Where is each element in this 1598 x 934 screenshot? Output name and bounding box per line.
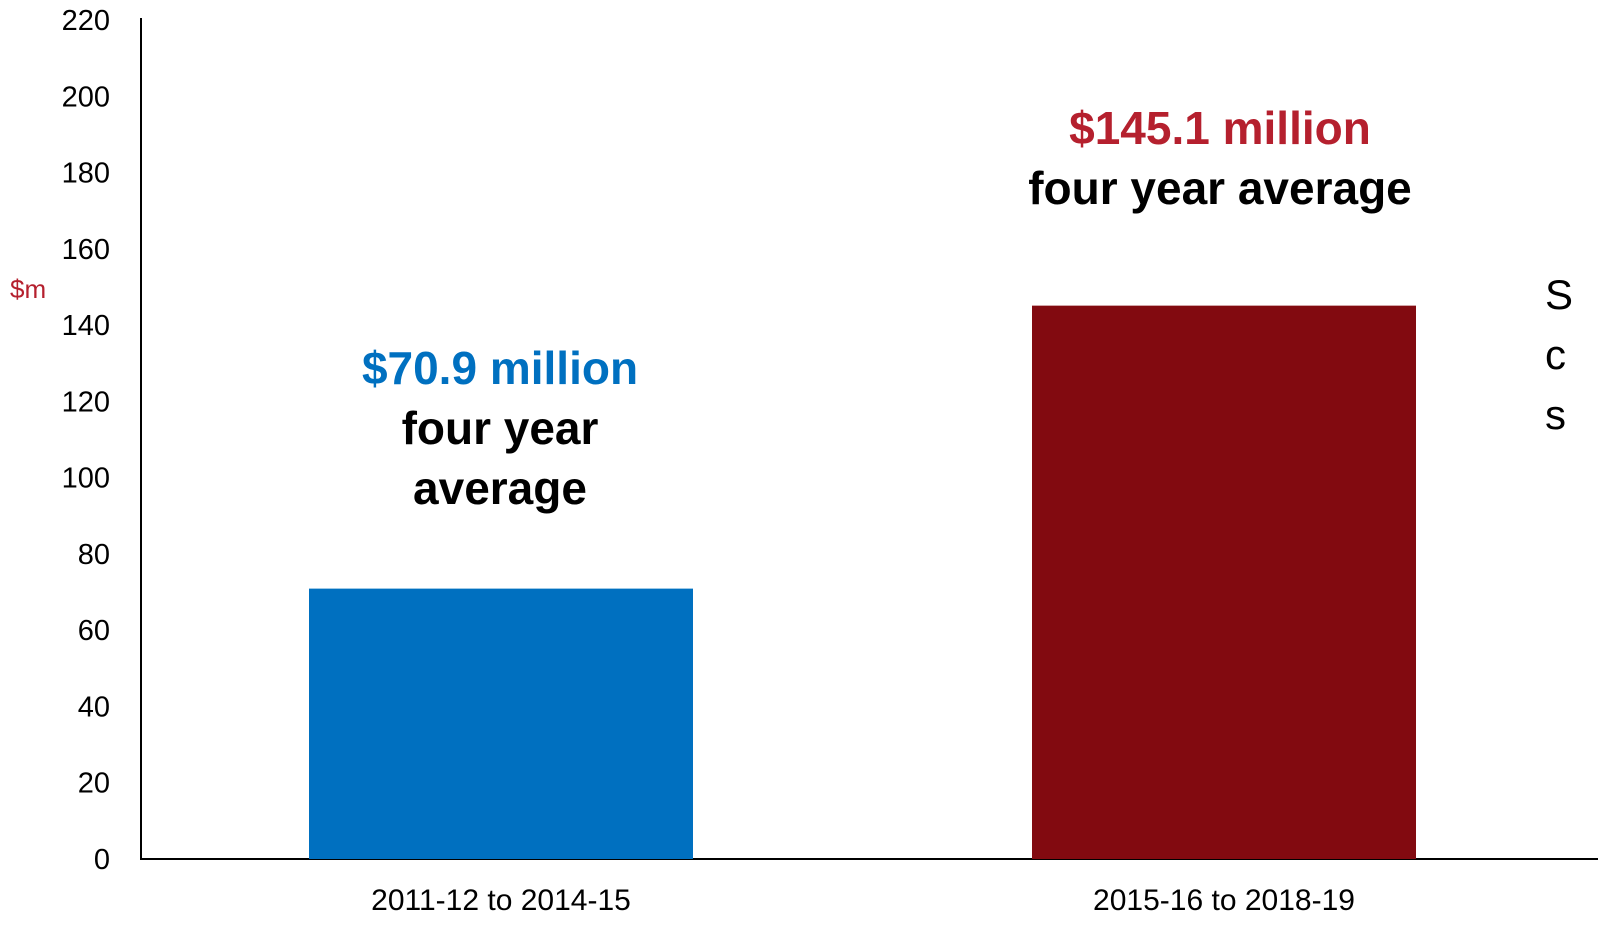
annotation-1-highlight: $70.9 million [361,342,639,394]
annotation-1-rest: four year average [401,402,599,514]
y-tick-label: 60 [78,615,110,647]
cropped-side-text: S c s [1545,271,1574,438]
bar-annotation-1: $70.9 million four year average [330,338,670,518]
y-tick-label: 160 [62,234,110,266]
y-tick-label: 140 [62,310,110,342]
y-tick-label: 80 [78,539,110,571]
x-category-label: 2015-16 to 2018-19 [1093,884,1355,917]
y-tick-label: 200 [62,81,110,113]
y-tick-label: 180 [62,158,110,190]
y-tick-label: 100 [62,463,110,495]
y-tick-label: 220 [62,5,110,37]
bars-group [309,305,1416,859]
y-tick-label: 120 [62,386,110,418]
bar-1 [309,588,693,859]
bar-annotation-2: $145.1 million four year average [1020,98,1420,218]
bar-2 [1032,305,1416,859]
annotation-2-highlight: $145.1 million [1069,102,1371,154]
y-axis-label: $m [10,274,46,304]
annotation-2-rest: four year average [1028,162,1412,214]
y-tick-label: 0 [94,844,110,876]
y-tick-label: 20 [78,768,110,800]
x-axis-categories: 2011-12 to 2014-15 2015-16 to 2018-19 [371,884,1355,917]
y-tick-label: 40 [78,691,110,723]
x-category-label: 2011-12 to 2014-15 [371,884,631,917]
y-axis-ticks: 0 20 40 60 80 100 120 140 160 180 200 220 [62,5,110,876]
